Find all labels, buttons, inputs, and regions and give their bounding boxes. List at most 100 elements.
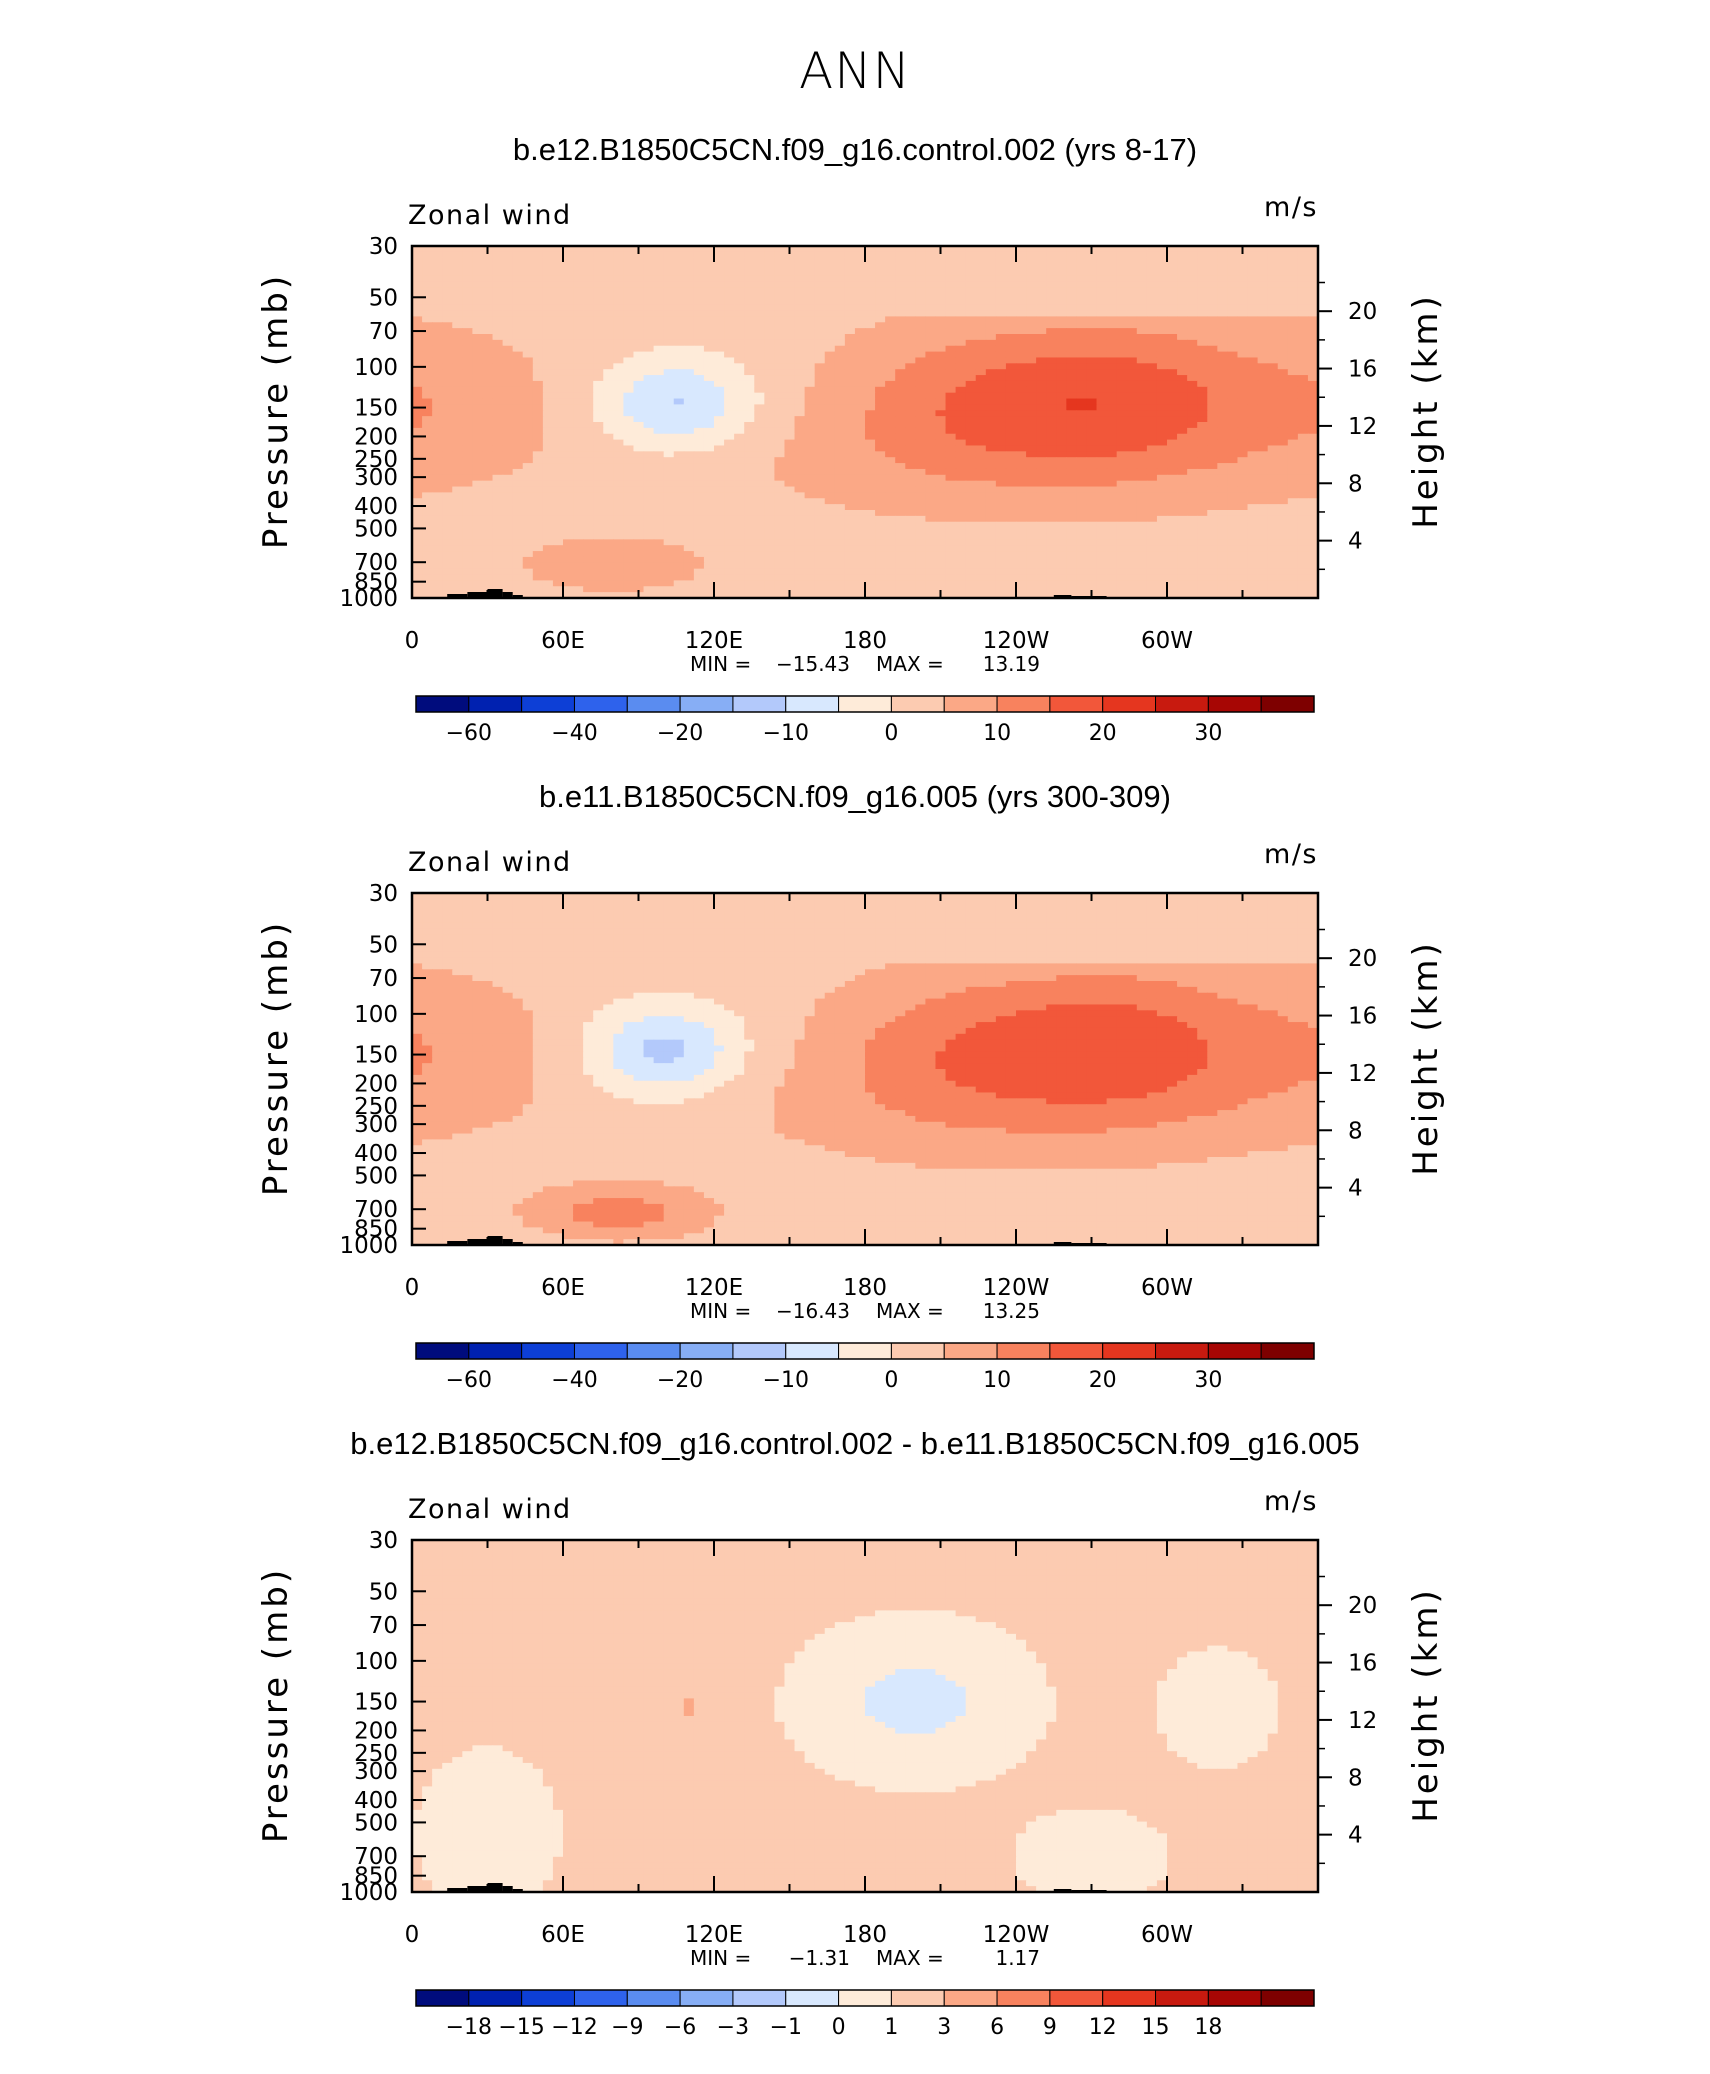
field-cell xyxy=(1126,562,1138,570)
field-cell xyxy=(442,345,453,353)
field-cell xyxy=(422,357,433,364)
field-cell xyxy=(573,322,584,329)
field-cell xyxy=(412,527,423,535)
field-cell xyxy=(1106,404,1118,411)
field-cell xyxy=(412,287,423,294)
field-cell xyxy=(1307,463,1319,470)
field-cell xyxy=(1277,545,1289,552)
field-cell xyxy=(1106,433,1118,441)
field-cell xyxy=(854,345,866,353)
field-cell xyxy=(442,539,453,546)
field-cell xyxy=(1267,292,1279,300)
field-cell xyxy=(693,322,705,329)
field-cell xyxy=(1086,521,1098,529)
field-cell xyxy=(965,451,977,458)
field-cell xyxy=(452,316,463,323)
field-cell xyxy=(734,545,745,552)
field-cell xyxy=(854,416,866,423)
field-cell xyxy=(1146,433,1158,441)
field-cell xyxy=(1036,463,1047,470)
field-cell xyxy=(673,480,685,488)
field-cell xyxy=(834,445,846,452)
field-cell xyxy=(412,510,423,517)
field-cell xyxy=(502,345,514,353)
field-cell xyxy=(784,363,796,370)
field-cell xyxy=(663,492,675,499)
field-cell xyxy=(1267,304,1279,312)
field-cell xyxy=(623,568,635,576)
field-cell xyxy=(1187,275,1198,282)
field-cell xyxy=(854,498,866,505)
field-cell xyxy=(1005,545,1017,552)
field-cell xyxy=(653,486,665,493)
field-cell xyxy=(1257,551,1269,558)
field-cell xyxy=(623,304,635,312)
field-cell xyxy=(1277,363,1289,370)
field-cell xyxy=(593,416,604,423)
field-cell xyxy=(955,468,967,476)
field-cell xyxy=(1177,551,1188,558)
field-cell xyxy=(804,334,816,341)
field-cell xyxy=(955,269,967,276)
field-cell xyxy=(653,416,665,423)
field-cell xyxy=(824,498,836,505)
field-cell xyxy=(1217,510,1228,517)
field-cell xyxy=(1297,515,1309,523)
field-cell xyxy=(754,492,765,499)
field-cell xyxy=(915,410,926,417)
field-cell xyxy=(905,510,916,517)
field-cell xyxy=(593,251,604,259)
field-cell xyxy=(975,369,987,376)
field-cell xyxy=(915,334,926,341)
field-cell xyxy=(824,480,836,488)
field-cell xyxy=(693,568,705,576)
field-cell xyxy=(885,492,896,499)
field-cell xyxy=(774,357,786,364)
field-cell xyxy=(613,422,624,429)
field-cell xyxy=(854,392,866,400)
field-cell xyxy=(1307,510,1319,517)
field-cell xyxy=(472,510,484,517)
field-cell xyxy=(613,339,624,347)
field-cell xyxy=(522,363,534,370)
field-cell xyxy=(512,527,524,535)
field-cell xyxy=(653,533,665,540)
field-cell xyxy=(1257,445,1269,452)
field-cell xyxy=(734,445,745,452)
field-cell xyxy=(1146,263,1158,271)
field-cell xyxy=(603,433,614,441)
field-cell xyxy=(482,480,494,488)
field-cell xyxy=(532,539,544,546)
field-cell xyxy=(905,275,916,282)
field-cell xyxy=(683,568,695,576)
field-cell xyxy=(764,551,775,558)
field-cell xyxy=(613,468,624,476)
field-cell xyxy=(583,556,594,564)
field-cell xyxy=(804,562,816,570)
field-cell xyxy=(1156,562,1168,570)
field-cell xyxy=(875,457,886,464)
field-cell xyxy=(643,257,655,265)
field-cell xyxy=(734,351,745,359)
field-cell xyxy=(1026,498,1037,505)
field-cell xyxy=(955,521,967,529)
field-cell xyxy=(714,463,725,470)
field-cell xyxy=(1257,504,1269,511)
field-cell xyxy=(975,404,987,411)
field-cell xyxy=(1026,251,1037,259)
field-cell xyxy=(865,533,876,540)
field-cell xyxy=(512,328,524,335)
field-cell xyxy=(1207,263,1218,271)
field-cell xyxy=(583,551,594,558)
field-cell xyxy=(583,392,594,400)
field-cell xyxy=(1257,422,1269,429)
field-cell xyxy=(1086,545,1098,552)
field-cell xyxy=(552,545,564,552)
field-cell xyxy=(623,527,635,535)
field-cell xyxy=(512,392,524,400)
field-cell xyxy=(925,316,937,323)
field-cell xyxy=(703,468,715,476)
field-cell xyxy=(1136,539,1148,546)
field-cell xyxy=(1066,451,1077,458)
field-cell xyxy=(1237,334,1249,341)
